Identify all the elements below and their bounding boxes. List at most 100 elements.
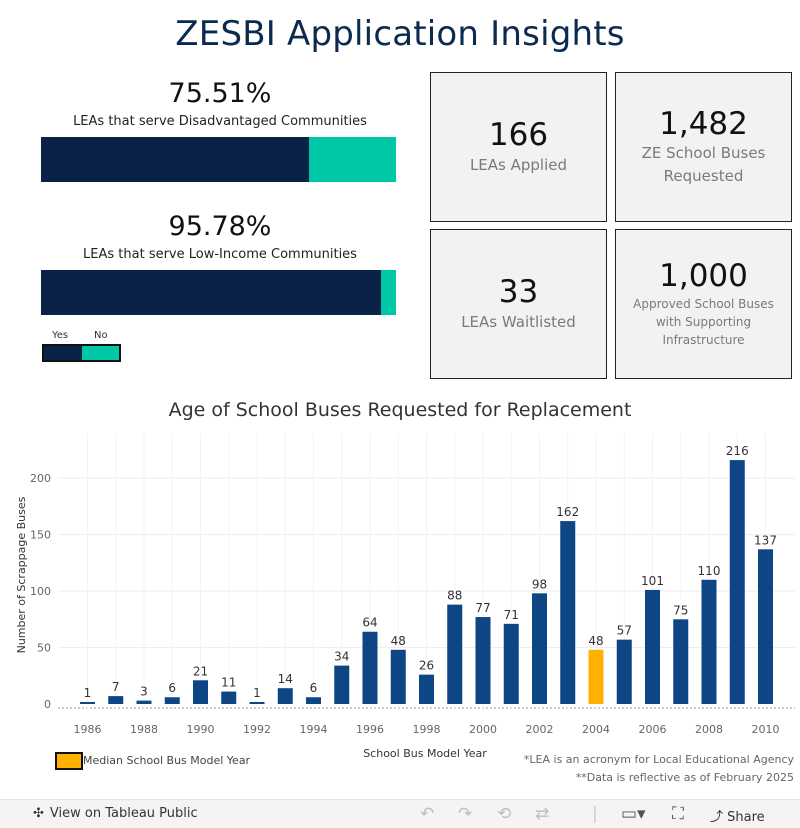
- bar-value-label: 1: [253, 686, 261, 700]
- bar: [390, 649, 406, 704]
- low-income-percent: 95.78%: [168, 211, 272, 242]
- x-tick-label: 2002: [526, 723, 554, 736]
- bar-value-label: 48: [588, 634, 603, 648]
- x-axis-title: School Bus Model Year: [363, 747, 487, 760]
- y-tick-label: 100: [30, 585, 51, 598]
- low-income-bar-yes[interactable]: [41, 270, 382, 315]
- x-tick-label: 1992: [243, 723, 271, 736]
- bar: [136, 700, 152, 704]
- bar-value-label: 26: [419, 659, 434, 673]
- kpi-value: 166: [488, 116, 549, 153]
- x-tick-label: 1996: [356, 723, 384, 736]
- bar-value-label: 6: [310, 681, 318, 695]
- y-tick-label: 50: [37, 642, 51, 655]
- legend-no-label: No: [94, 330, 108, 341]
- yes-no-legend[interactable]: [42, 344, 121, 362]
- kpi-approved-buses: 1,000 Approved School Buses with Support…: [615, 229, 792, 379]
- bar-value-label: 7: [112, 680, 120, 694]
- x-tick-label: 1986: [74, 723, 102, 736]
- kpi-value: 1,482: [659, 105, 748, 142]
- x-tick-label: 2010: [752, 723, 780, 736]
- tableau-logo-icon: ✣: [33, 806, 44, 821]
- low-income-bar[interactable]: [41, 270, 396, 315]
- kpi-label: LEAs Waitlisted: [461, 312, 576, 331]
- bar-value-label: 3: [140, 685, 148, 699]
- bar: [221, 691, 237, 704]
- bar: [616, 639, 632, 704]
- bar: [503, 623, 519, 704]
- bar: [108, 696, 124, 704]
- toolbar-divider: |: [592, 804, 598, 824]
- kpi-leas-waitlisted: 33 LEAs Waitlisted: [430, 229, 607, 379]
- disadvantaged-bar-yes[interactable]: [41, 137, 310, 182]
- bar: [560, 521, 576, 704]
- kpi-value: 33: [498, 273, 539, 310]
- median-legend-swatch[interactable]: [55, 752, 83, 770]
- bar-value-label: 88: [447, 589, 462, 603]
- kpi-value: 1,000: [659, 258, 748, 295]
- disadvantaged-label: LEAs that serve Disadvantaged Communitie…: [73, 114, 367, 129]
- bar: [532, 593, 547, 704]
- view-on-tableau-label: View on Tableau Public: [49, 806, 198, 821]
- bar: [80, 702, 95, 704]
- bar: [334, 665, 350, 704]
- fullscreen-icon[interactable]: ⛶: [672, 804, 684, 824]
- kpi-leas-applied: 166 LEAs Applied: [430, 72, 607, 222]
- redo-icon[interactable]: ↷: [458, 804, 473, 824]
- x-tick-label: 2004: [582, 723, 610, 736]
- y-tick-label: 200: [30, 472, 51, 485]
- tableau-toolbar: ✣ View on Tableau Public ↶ ↷ ⟲ ⇄ | ▭▾ ⛶ …: [0, 799, 800, 828]
- bar-value-label: 71: [504, 608, 519, 622]
- bar: [729, 460, 745, 704]
- refresh-icon[interactable]: ⇄: [535, 804, 550, 824]
- chart-title: Age of School Buses Requested for Replac…: [168, 399, 632, 421]
- y-tick-label: 150: [30, 529, 51, 542]
- bar-value-label: 98: [532, 577, 547, 591]
- y-axis-title: Number of Scrappage Buses: [15, 496, 28, 653]
- bar: [701, 579, 717, 704]
- bar: [645, 589, 660, 704]
- x-tick-label: 1994: [300, 723, 328, 736]
- bar-value-label: 77: [475, 601, 490, 615]
- x-tick-label: 2006: [639, 723, 667, 736]
- bar-value-label: 101: [641, 574, 664, 588]
- bar: [277, 688, 293, 704]
- bar-value-label: 216: [726, 444, 749, 458]
- share-label: Share: [727, 810, 765, 825]
- disadvantaged-bar[interactable]: [41, 137, 396, 182]
- legend-yes-swatch[interactable]: [44, 346, 82, 360]
- bar-median: [588, 649, 604, 704]
- kpi-label: Approved School Buses with Supporting In…: [633, 296, 774, 347]
- legend-no-swatch[interactable]: [81, 346, 119, 360]
- bar-value-label: 57: [617, 624, 632, 638]
- bar: [447, 604, 463, 704]
- bar-value-label: 1: [84, 686, 92, 700]
- undo-icon[interactable]: ↶: [420, 804, 435, 824]
- legend-yes-label: Yes: [52, 330, 69, 341]
- view-on-tableau-link[interactable]: ✣ View on Tableau Public: [33, 806, 198, 821]
- x-tick-label: 1990: [187, 723, 215, 736]
- low-income-label: LEAs that serve Low-Income Communities: [83, 247, 357, 262]
- bar-value-label: 48: [391, 634, 406, 648]
- bar-value-label: 64: [362, 616, 377, 630]
- bar-value-label: 6: [168, 681, 176, 695]
- bar: [419, 674, 434, 704]
- bar-value-label: 162: [556, 505, 579, 519]
- dashboard-title: ZESBI Application Insights: [175, 14, 625, 54]
- disadvantaged-percent: 75.51%: [168, 78, 272, 109]
- bar: [362, 631, 378, 704]
- share-icon: ⤴: [710, 810, 724, 825]
- bar-value-label: 11: [221, 676, 236, 690]
- revert-icon[interactable]: ⟲: [497, 804, 512, 824]
- bar-value-label: 110: [698, 564, 721, 578]
- bar: [164, 697, 180, 704]
- x-tick-label: 1998: [413, 723, 441, 736]
- footnote-lea: *LEA is an acronym for Local Educational…: [523, 753, 794, 766]
- share-button[interactable]: ⤴ Share: [710, 806, 765, 825]
- bar: [193, 680, 208, 704]
- comment-dropdown-icon[interactable]: ▭▾: [621, 804, 646, 824]
- footnote-data-date: **Data is reflective as of February 2025: [575, 771, 794, 784]
- bar: [758, 549, 773, 704]
- bar: [306, 697, 321, 704]
- bar: [475, 617, 491, 704]
